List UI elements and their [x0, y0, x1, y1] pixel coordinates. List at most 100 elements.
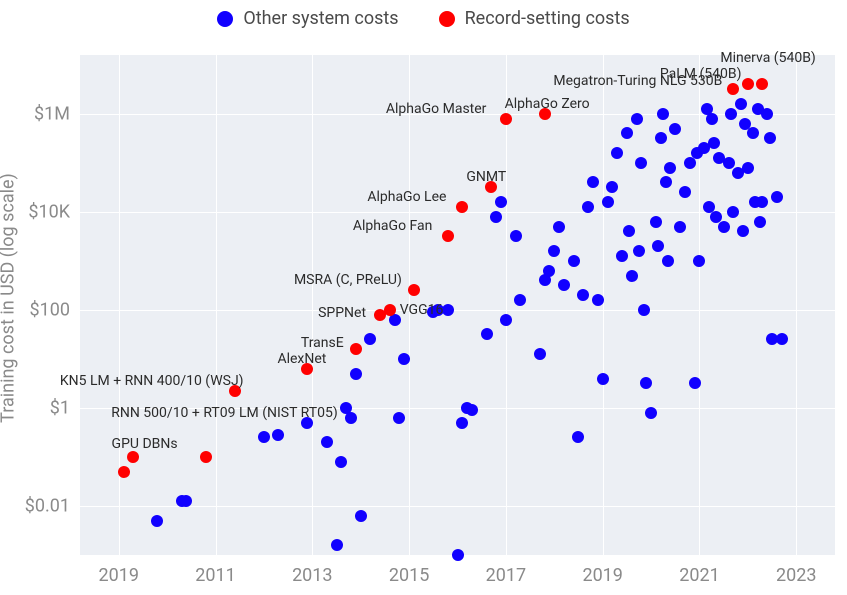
- x-tick-label: 2021: [679, 565, 719, 586]
- data-point-other: [335, 456, 347, 468]
- plot-area: GPU DBNs RNN 500/10 + RT09 LM (NIST RT05)…: [80, 55, 835, 555]
- data-point-other: [725, 108, 737, 120]
- data-point-other: [602, 196, 614, 208]
- y-tick-label: $100: [30, 299, 70, 320]
- y-tick-label: $0.01: [25, 495, 70, 516]
- data-point-other: [645, 407, 657, 419]
- data-point-other: [621, 127, 633, 139]
- data-point-record: [742, 78, 754, 90]
- point-label: KN5 LM + RNN 400/10 (WSJ): [60, 373, 244, 389]
- data-point-record: [442, 230, 454, 242]
- point-label: PaLM (540B): [660, 66, 742, 82]
- data-point-other: [706, 113, 718, 125]
- data-point-other: [679, 186, 691, 198]
- data-point-other: [587, 176, 599, 188]
- legend-item-record: Record-setting costs: [439, 8, 630, 29]
- data-point-other: [398, 353, 410, 365]
- data-point-other: [737, 225, 749, 237]
- data-point-other: [597, 373, 609, 385]
- data-point-other: [631, 113, 643, 125]
- data-point-other: [258, 431, 270, 443]
- data-point-other: [500, 314, 512, 326]
- data-point-other: [592, 294, 604, 306]
- x-tick-label: 2015: [389, 565, 429, 586]
- data-point-other: [747, 127, 759, 139]
- data-point-other: [776, 333, 788, 345]
- data-point-record: [756, 78, 768, 90]
- data-point-other: [180, 495, 192, 507]
- point-label: RNN 500/10 + RT09 LM (NIST RT05): [111, 405, 337, 421]
- point-label: GPU DBNs: [112, 436, 178, 452]
- data-point-other: [764, 132, 776, 144]
- data-point-record: [384, 304, 396, 316]
- gridline-y: [80, 212, 835, 213]
- data-point-other: [718, 221, 730, 233]
- point-label: MSRA (C, PReLU): [294, 272, 402, 288]
- data-point-other: [662, 255, 674, 267]
- data-point-other: [393, 412, 405, 424]
- point-label: AlphaGo Zero: [505, 96, 590, 112]
- gridline-x: [603, 55, 604, 555]
- data-point-record: [456, 201, 468, 213]
- legend-dot-record: [439, 11, 455, 27]
- data-point-other: [727, 206, 739, 218]
- chart-container: Other system costs Record-setting costs …: [0, 0, 847, 595]
- data-point-other: [331, 539, 343, 551]
- legend-label-other: Other system costs: [243, 8, 398, 29]
- y-tick-label: $1: [50, 397, 70, 418]
- data-point-other: [635, 157, 647, 169]
- x-tick-label: 2019: [582, 565, 622, 586]
- data-point-other: [151, 515, 163, 527]
- data-point-other: [669, 123, 681, 135]
- point-label: Minerva (540B): [720, 50, 815, 66]
- data-point-record: [408, 284, 420, 296]
- data-point-other: [558, 279, 570, 291]
- data-point-other: [616, 250, 628, 262]
- data-point-other: [650, 216, 662, 228]
- data-point-other: [652, 240, 664, 252]
- data-point-other: [350, 368, 362, 380]
- legend-dot-other: [217, 11, 233, 27]
- point-label: TransE: [301, 335, 344, 351]
- legend: Other system costs Record-setting costs: [0, 8, 847, 29]
- data-point-other: [442, 304, 454, 316]
- data-point-other: [657, 108, 669, 120]
- data-point-record: [500, 113, 512, 125]
- data-point-other: [664, 162, 676, 174]
- data-point-other: [321, 436, 333, 448]
- point-label: AlphaGo Master: [386, 101, 487, 117]
- data-point-other: [689, 377, 701, 389]
- data-point-record: [350, 343, 362, 355]
- data-point-other: [582, 201, 594, 213]
- point-label: AlexNet: [277, 351, 326, 367]
- data-point-other: [638, 304, 650, 316]
- data-point-other: [456, 417, 468, 429]
- data-point-other: [490, 211, 502, 223]
- data-point-other: [355, 510, 367, 522]
- data-point-other: [568, 255, 580, 267]
- data-point-other: [466, 404, 478, 416]
- data-point-other: [611, 147, 623, 159]
- data-point-other: [754, 216, 766, 228]
- point-label: AlphaGo Fan: [353, 218, 433, 234]
- data-point-other: [693, 255, 705, 267]
- data-point-other: [548, 245, 560, 257]
- data-point-other: [708, 137, 720, 149]
- y-tick-label: $1M: [34, 103, 70, 124]
- data-point-other: [495, 196, 507, 208]
- data-point-record: [727, 83, 739, 95]
- x-tick-label: 2013: [292, 565, 332, 586]
- point-label: GNMT: [466, 169, 506, 185]
- gridline-y: [80, 310, 835, 311]
- data-point-other: [771, 191, 783, 203]
- data-point-other: [761, 108, 773, 120]
- x-tick-label: 2017: [486, 565, 526, 586]
- data-point-other: [674, 221, 686, 233]
- data-point-other: [481, 328, 493, 340]
- gridline-x: [506, 55, 507, 555]
- y-tick-label: $10K: [28, 201, 70, 222]
- data-point-other: [633, 245, 645, 257]
- y-axis-label: Training cost in USD (log scale): [0, 173, 19, 423]
- legend-item-other: Other system costs: [217, 8, 398, 29]
- data-point-other: [577, 289, 589, 301]
